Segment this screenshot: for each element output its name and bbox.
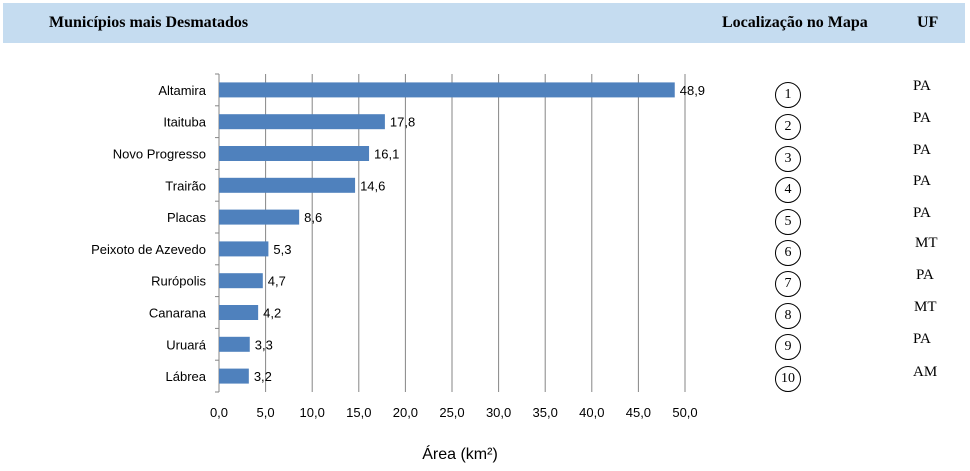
category-label: Uruará (166, 337, 207, 352)
header-title: Municípios mais Desmatados (49, 14, 249, 31)
data-label: 4,7 (268, 274, 286, 289)
uf-code: PA (913, 110, 931, 126)
x-tick-label: 50,0 (672, 405, 697, 420)
data-label: 48,9 (680, 83, 705, 98)
data-label: 5,3 (273, 242, 291, 257)
map-location-number: 7 (775, 271, 801, 297)
x-tick-label: 20,0 (393, 405, 418, 420)
bar (219, 336, 250, 352)
data-label: 8,6 (304, 210, 322, 225)
bar (219, 241, 269, 257)
uf-code: PA (913, 205, 931, 221)
x-tick-label: 15,0 (346, 405, 371, 420)
uf-code: PA (913, 142, 931, 158)
data-label: 14,6 (360, 178, 385, 193)
bar (219, 209, 300, 225)
category-label: Trairão (165, 178, 206, 193)
x-tick-label: 40,0 (579, 405, 604, 420)
category-label: Placas (167, 210, 207, 225)
category-label: Peixoto de Azevedo (91, 242, 206, 257)
x-tick-label: 10,0 (300, 405, 325, 420)
uf-code: MT (914, 299, 937, 315)
x-tick-label: 0,0 (210, 405, 228, 420)
bar (219, 114, 385, 130)
uf-code: PA (913, 331, 931, 347)
category-label: Novo Progresso (113, 147, 206, 162)
x-tick-label: 35,0 (533, 405, 558, 420)
data-label: 3,2 (254, 369, 272, 384)
map-location-number: 8 (775, 303, 801, 329)
x-tick-label: 25,0 (439, 405, 464, 420)
map-location-number: 9 (775, 334, 801, 360)
category-label: Altamira (158, 83, 206, 98)
uf-code: PA (916, 267, 934, 283)
map-location-number: 1 (775, 82, 801, 108)
bar (219, 273, 263, 289)
bar (219, 368, 249, 384)
map-location-number: 10 (775, 366, 801, 392)
uf-code: PA (913, 78, 931, 94)
data-label: 16,1 (374, 147, 399, 162)
uf-code: MT (915, 235, 938, 251)
header-bar: Municípios mais Desmatados Localização n… (3, 3, 965, 43)
data-label: 3,3 (255, 337, 273, 352)
bar (219, 82, 675, 98)
category-label: Lábrea (166, 369, 207, 384)
x-tick-label: 30,0 (486, 405, 511, 420)
data-label: 17,8 (390, 115, 415, 130)
x-tick-label: 45,0 (626, 405, 651, 420)
bar (219, 305, 259, 320)
category-label: Itaituba (163, 115, 206, 130)
bar (219, 146, 370, 161)
map-location-number: 3 (775, 146, 801, 172)
uf-code: PA (913, 173, 931, 189)
map-location-number: 6 (775, 240, 801, 266)
map-location-number: 5 (775, 209, 801, 235)
data-label: 4,2 (263, 306, 281, 321)
category-label: Rurópolis (151, 274, 206, 289)
header-uf-label: UF (917, 14, 939, 31)
category-label: Canarana (149, 306, 207, 321)
uf-code: AM (913, 364, 938, 380)
map-location-number: 2 (775, 114, 801, 140)
header-location-label: Localização no Mapa (722, 14, 868, 31)
x-axis-title: Área (km²) (422, 444, 498, 463)
bar (219, 177, 356, 193)
x-tick-label: 5,0 (257, 405, 275, 420)
map-location-number: 4 (775, 177, 801, 203)
